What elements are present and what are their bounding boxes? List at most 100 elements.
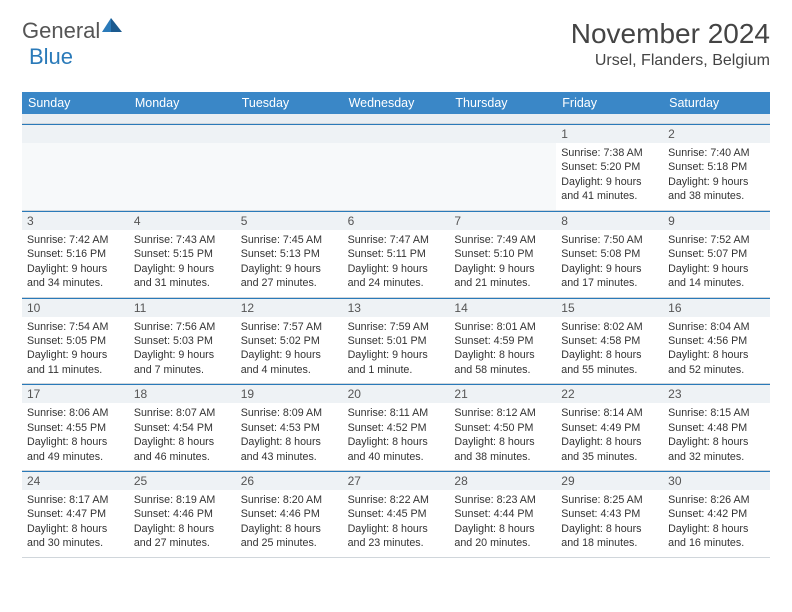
sunrise-text: Sunrise: 7:54 AM: [27, 320, 124, 334]
daylight-text: Daylight: 8 hours and 27 minutes.: [134, 522, 231, 551]
week-row: 3 Sunrise: 7:42 AMSunset: 5:16 PMDaylight…: [22, 211, 770, 298]
sunset-text: Sunset: 4:45 PM: [348, 507, 445, 521]
calendar-cell: 21Sunrise: 8:12 AMSunset: 4:50 PMDayligh…: [449, 385, 556, 470]
calendar-cell: 9Sunrise: 7:52 AMSunset: 5:07 PMDaylight…: [663, 212, 770, 297]
sunrise-text: Sunrise: 8:17 AM: [27, 493, 124, 507]
day-header-sun: Sunday: [22, 92, 129, 114]
sunset-text: Sunset: 4:59 PM: [454, 334, 551, 348]
daylight-text: Daylight: 9 hours and 21 minutes.: [454, 262, 551, 291]
daylight-text: Daylight: 8 hours and 55 minutes.: [561, 348, 658, 377]
day-info: Sunrise: 8:14 AMSunset: 4:49 PMDaylight:…: [561, 406, 658, 464]
day-number-empty: [236, 125, 343, 143]
day-info: Sunrise: 8:19 AMSunset: 4:46 PMDaylight:…: [134, 493, 231, 551]
day-number: 4: [129, 212, 236, 230]
sunset-text: Sunset: 4:46 PM: [134, 507, 231, 521]
day-info: Sunrise: 7:52 AMSunset: 5:07 PMDaylight:…: [668, 233, 765, 291]
calendar-cell: 16Sunrise: 8:04 AMSunset: 4:56 PMDayligh…: [663, 299, 770, 384]
logo-sail-icon-2: [111, 18, 122, 32]
daylight-text: Daylight: 8 hours and 38 minutes.: [454, 435, 551, 464]
sunrise-text: Sunrise: 8:15 AM: [668, 406, 765, 420]
calendar-cell: 24Sunrise: 8:17 AMSunset: 4:47 PMDayligh…: [22, 472, 129, 557]
sunset-text: Sunset: 5:11 PM: [348, 247, 445, 261]
calendar-cell: 11 Sunrise: 7:56 AMSunset: 5:03 PMDayligh…: [129, 299, 236, 384]
header: General November 2024 Ursel, Flanders, B…: [22, 18, 770, 70]
sunrise-text: Sunrise: 8:14 AM: [561, 406, 658, 420]
day-info: Sunrise: 8:04 AMSunset: 4:56 PMDaylight:…: [668, 320, 765, 378]
calendar-cell: 14Sunrise: 8:01 AMSunset: 4:59 PMDayligh…: [449, 299, 556, 384]
day-number: 6: [343, 212, 450, 230]
day-number: 28: [449, 472, 556, 490]
calendar-cell: 20Sunrise: 8:11 AMSunset: 4:52 PMDayligh…: [343, 385, 450, 470]
sunset-text: Sunset: 4:43 PM: [561, 507, 658, 521]
day-info: Sunrise: 7:57 AMSunset: 5:02 PMDaylight:…: [241, 320, 338, 378]
sunset-text: Sunset: 4:52 PM: [348, 421, 445, 435]
location-text: Ursel, Flanders, Belgium: [571, 52, 770, 70]
daylight-text: Daylight: 9 hours and 11 minutes.: [27, 348, 124, 377]
day-number: 25: [129, 472, 236, 490]
sunrise-text: Sunrise: 8:06 AM: [27, 406, 124, 420]
daylight-text: Daylight: 8 hours and 49 minutes.: [27, 435, 124, 464]
calendar-cell: 2Sunrise: 7:40 AMSunset: 5:18 PMDaylight…: [663, 125, 770, 210]
daylight-text: Daylight: 8 hours and 30 minutes.: [27, 522, 124, 551]
day-header-fri: Friday: [556, 92, 663, 114]
daylight-text: Daylight: 8 hours and 25 minutes.: [241, 522, 338, 551]
sunrise-text: Sunrise: 7:59 AM: [348, 320, 445, 334]
day-number-empty: [22, 125, 129, 143]
sunrise-text: Sunrise: 8:25 AM: [561, 493, 658, 507]
day-info: Sunrise: 7:42 AMSunset: 5:16 PMDaylight:…: [27, 233, 124, 291]
sunrise-text: Sunrise: 8:19 AM: [134, 493, 231, 507]
day-info: Sunrise: 8:22 AMSunset: 4:45 PMDaylight:…: [348, 493, 445, 551]
calendar-cell: 13Sunrise: 7:59 AMSunset: 5:01 PMDayligh…: [343, 299, 450, 384]
spacer-row: [22, 114, 770, 124]
logo-sail-icon: [102, 18, 111, 32]
sunrise-text: Sunrise: 7:52 AM: [668, 233, 765, 247]
daylight-text: Daylight: 9 hours and 31 minutes.: [134, 262, 231, 291]
weeks-container: 1Sunrise: 7:38 AMSunset: 5:20 PMDaylight…: [22, 124, 770, 558]
day-info: Sunrise: 7:54 AMSunset: 5:05 PMDaylight:…: [27, 320, 124, 378]
day-header-tue: Tuesday: [236, 92, 343, 114]
day-number: 18: [129, 385, 236, 403]
sunset-text: Sunset: 4:46 PM: [241, 507, 338, 521]
day-number: 10: [22, 299, 129, 317]
calendar-cell: [343, 125, 450, 210]
calendar-cell: 30Sunrise: 8:26 AMSunset: 4:42 PMDayligh…: [663, 472, 770, 557]
sunrise-text: Sunrise: 8:07 AM: [134, 406, 231, 420]
calendar-cell: 18 Sunrise: 8:07 AMSunset: 4:54 PMDayligh…: [129, 385, 236, 470]
day-number: 22: [556, 385, 663, 403]
calendar-cell: 1Sunrise: 7:38 AMSunset: 5:20 PMDaylight…: [556, 125, 663, 210]
day-number: 1: [556, 125, 663, 143]
calendar-cell: 23Sunrise: 8:15 AMSunset: 4:48 PMDayligh…: [663, 385, 770, 470]
sunrise-text: Sunrise: 7:47 AM: [348, 233, 445, 247]
sunset-text: Sunset: 4:42 PM: [668, 507, 765, 521]
sunset-text: Sunset: 5:02 PM: [241, 334, 338, 348]
daylight-text: Daylight: 9 hours and 14 minutes.: [668, 262, 765, 291]
day-info: Sunrise: 8:02 AMSunset: 4:58 PMDaylight:…: [561, 320, 658, 378]
day-info: Sunrise: 7:56 AMSunset: 5:03 PMDaylight:…: [134, 320, 231, 378]
calendar-cell: [236, 125, 343, 210]
daylight-text: Daylight: 8 hours and 52 minutes.: [668, 348, 765, 377]
sunrise-text: Sunrise: 8:26 AM: [668, 493, 765, 507]
day-info: Sunrise: 7:50 AMSunset: 5:08 PMDaylight:…: [561, 233, 658, 291]
day-header-thu: Thursday: [449, 92, 556, 114]
calendar-cell: [22, 125, 129, 210]
calendar-cell: [449, 125, 556, 210]
day-number: 21: [449, 385, 556, 403]
day-info: Sunrise: 8:11 AMSunset: 4:52 PMDaylight:…: [348, 406, 445, 464]
sunset-text: Sunset: 5:10 PM: [454, 247, 551, 261]
day-number: 5: [236, 212, 343, 230]
day-info: Sunrise: 8:01 AMSunset: 4:59 PMDaylight:…: [454, 320, 551, 378]
daylight-text: Daylight: 9 hours and 17 minutes.: [561, 262, 658, 291]
calendar-cell: 17Sunrise: 8:06 AMSunset: 4:55 PMDayligh…: [22, 385, 129, 470]
sunset-text: Sunset: 4:55 PM: [27, 421, 124, 435]
calendar-cell: 10 Sunrise: 7:54 AMSunset: 5:05 PMDayligh…: [22, 299, 129, 384]
day-number: 3: [22, 212, 129, 230]
week-row: 17Sunrise: 8:06 AMSunset: 4:55 PMDayligh…: [22, 384, 770, 471]
week-row: 24Sunrise: 8:17 AMSunset: 4:47 PMDayligh…: [22, 471, 770, 558]
calendar-cell: 29Sunrise: 8:25 AMSunset: 4:43 PMDayligh…: [556, 472, 663, 557]
day-number: 11: [129, 299, 236, 317]
daylight-text: Daylight: 8 hours and 58 minutes.: [454, 348, 551, 377]
day-info: Sunrise: 8:07 AMSunset: 4:54 PMDaylight:…: [134, 406, 231, 464]
day-number: 29: [556, 472, 663, 490]
logo: General: [22, 18, 122, 44]
day-number: 30: [663, 472, 770, 490]
